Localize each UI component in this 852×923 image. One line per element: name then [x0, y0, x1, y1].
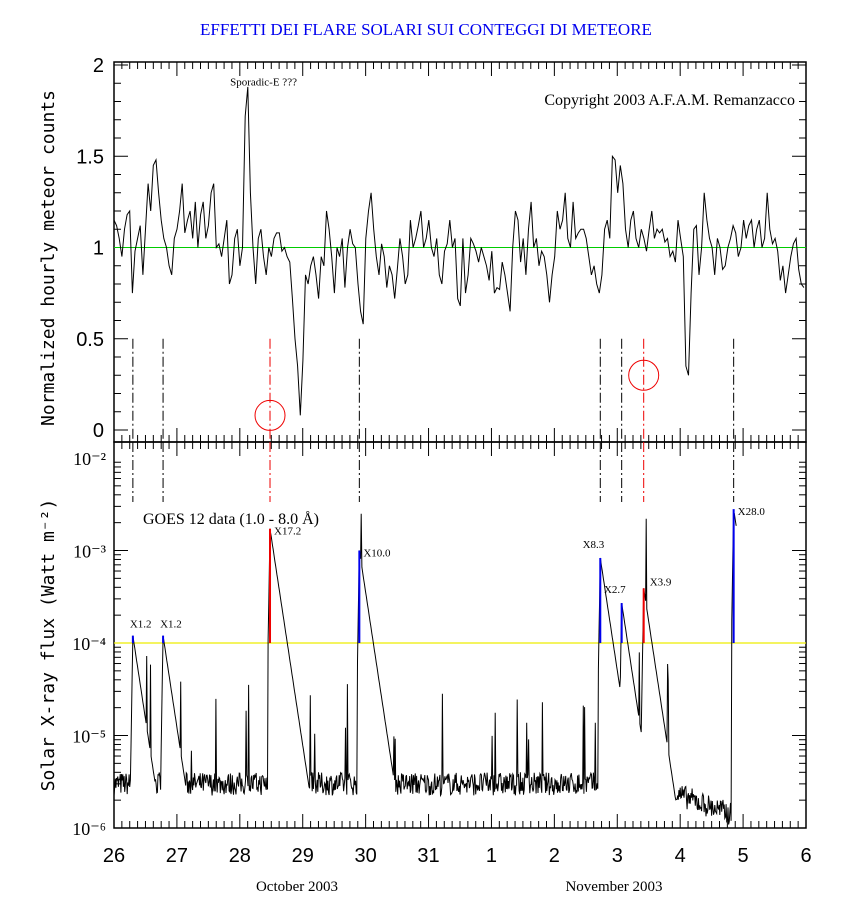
y-tick-label: 10⁻⁵: [72, 727, 106, 747]
x-tick-label: 1: [486, 845, 497, 867]
flare-label: X2.7: [604, 584, 626, 596]
y-tick-label: 10⁻²: [73, 449, 106, 469]
flare-label: X17.2: [274, 526, 301, 538]
bottom-panel: 10⁻⁶10⁻⁵10⁻⁴10⁻³10⁻² X1.2 X1.2X17.2X10.0X…: [38, 441, 807, 839]
x-tick-label: 2: [549, 845, 560, 867]
copyright-text: Copyright 2003 A.F.A.M. Remanzacco: [544, 92, 795, 109]
y-tick-label: 0.5: [76, 329, 104, 351]
x-tick-label: 5: [738, 845, 749, 867]
x-tick-label: 26: [103, 845, 125, 867]
dip-circles: [254, 359, 660, 431]
bottom-panel-frame: [113, 441, 807, 829]
x-tick-label: 28: [229, 845, 251, 867]
flare-peaks: X1.2 X1.2 X17.2 X10.0 X8.3 X2.7 X3.9 X28.0: [130, 506, 765, 643]
meteor-counts-line: [113, 86, 805, 416]
y-tick-label: 10⁻⁶: [72, 819, 106, 839]
flare-label: X1.2: [130, 619, 152, 631]
top-y-tick-labels: 0 0.5 1 1.5 2: [76, 55, 104, 442]
bottom-event-markers: [132, 442, 735, 502]
x-tick-label: 3: [612, 845, 623, 867]
y-tick-label: 1.5: [76, 146, 104, 168]
bottom-panel-ticks: [113, 442, 807, 829]
bottom-y-axis-label: Solar X-ray flux (Watt m⁻²): [38, 499, 59, 792]
xray-flux-line: [113, 513, 737, 825]
flare-label: X10.0: [363, 548, 391, 560]
top-y-axis-label: Normalized hourly meteor counts: [38, 90, 59, 426]
flare-label: X28.0: [738, 506, 766, 518]
dip-circle: [254, 399, 286, 431]
sporadic-e-annotation: Sporadic-E ???: [230, 76, 297, 88]
flare-label: X8.3: [583, 539, 605, 551]
y-tick-label: 10⁻⁴: [72, 634, 106, 654]
goes-data-label: GOES 12 data (1.0 - 8.0 Å): [143, 510, 319, 528]
y-tick-label: 2: [93, 55, 104, 77]
x-tick-label: 6: [800, 845, 811, 867]
x-tick-label: 27: [166, 845, 188, 867]
month-label-october: October 2003: [256, 879, 338, 895]
x-tick-label: 30: [355, 845, 377, 867]
top-panel: 0 0.5 1 1.5 2 Sporadic-E ??? Copyright 2003 …: [38, 55, 807, 443]
dip-circle: [628, 359, 660, 391]
bottom-y-tick-labels: 10⁻⁶ 10⁻⁵ 10⁻⁴ 10⁻³ 10⁻²: [72, 449, 106, 839]
month-label-november: November 2003: [565, 879, 662, 895]
y-tick-label: 1: [93, 238, 104, 260]
top-event-markers: [132, 338, 735, 442]
y-tick-label: 0: [93, 420, 104, 442]
x-tick-label: 4: [675, 845, 686, 867]
chart-title: EFFETTI DEI FLARE SOLARI SUI CONTEGGI DI…: [200, 20, 652, 39]
x-tick-label: 29: [292, 845, 314, 867]
top-panel-ticks: [113, 62, 807, 442]
x-tick-label: 31: [417, 845, 439, 867]
y-tick-label: 10⁻³: [73, 542, 107, 562]
x-tick-labels: 26 27 28 29 30 31 1 2 3 4 5 6: [103, 845, 812, 867]
top-panel-frame: [113, 61, 807, 443]
flare-label: X3.9: [650, 576, 672, 588]
flare-label: X1.2: [160, 619, 182, 631]
